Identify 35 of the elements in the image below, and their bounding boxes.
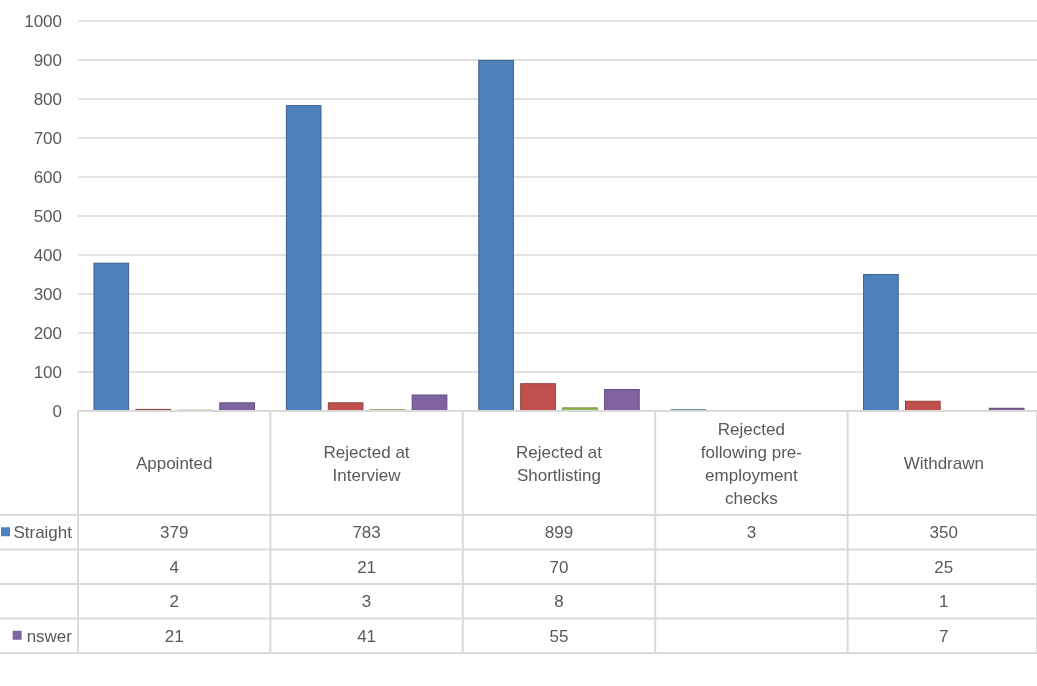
data-label: 899: [544, 523, 574, 543]
y-tick-label: 900: [33, 50, 62, 70]
data-label: 8: [554, 592, 564, 612]
x-tick-label: Rejected following pre-employment checks: [700, 419, 802, 508]
data-label: 55: [549, 626, 569, 646]
y-tick-label: 300: [33, 284, 62, 304]
x-tick-label: Withdrawn: [903, 454, 984, 473]
data-label: 4: [169, 557, 179, 577]
y-tick-label: 100: [33, 362, 62, 382]
data-label: 3: [746, 523, 757, 543]
legend-label: Straight: [13, 523, 73, 543]
data-label: 2: [169, 592, 179, 612]
y-tick-label: 0: [52, 401, 62, 421]
data-label: 783: [352, 523, 381, 543]
y-tick-label: 1000: [24, 11, 62, 31]
y-tick-label: 700: [33, 128, 62, 148]
data-label: 7: [939, 626, 949, 646]
y-tick-label: 400: [33, 245, 62, 265]
data-label: 41: [357, 626, 377, 646]
y-tick-label: 200: [33, 323, 62, 343]
data-label: 70: [549, 557, 569, 577]
data-label: 21: [357, 557, 377, 577]
legend-label: nswer: [26, 626, 73, 646]
y-tick-label: 800: [33, 89, 62, 109]
x-tick-label: Rejected at Shortlisting: [516, 442, 603, 485]
x-tick-label: Rejected at Interview: [323, 442, 410, 485]
x-tick-label: Appointed: [135, 454, 213, 473]
data-label: 350: [929, 523, 958, 543]
data-label: 3: [361, 592, 372, 612]
y-tick-label: 500: [33, 206, 62, 226]
data-label: 379: [160, 523, 189, 543]
y-tick-label: 600: [33, 167, 62, 187]
data-label: 21: [164, 626, 184, 646]
data-label: 25: [934, 557, 954, 577]
data-label: 1: [939, 592, 949, 612]
